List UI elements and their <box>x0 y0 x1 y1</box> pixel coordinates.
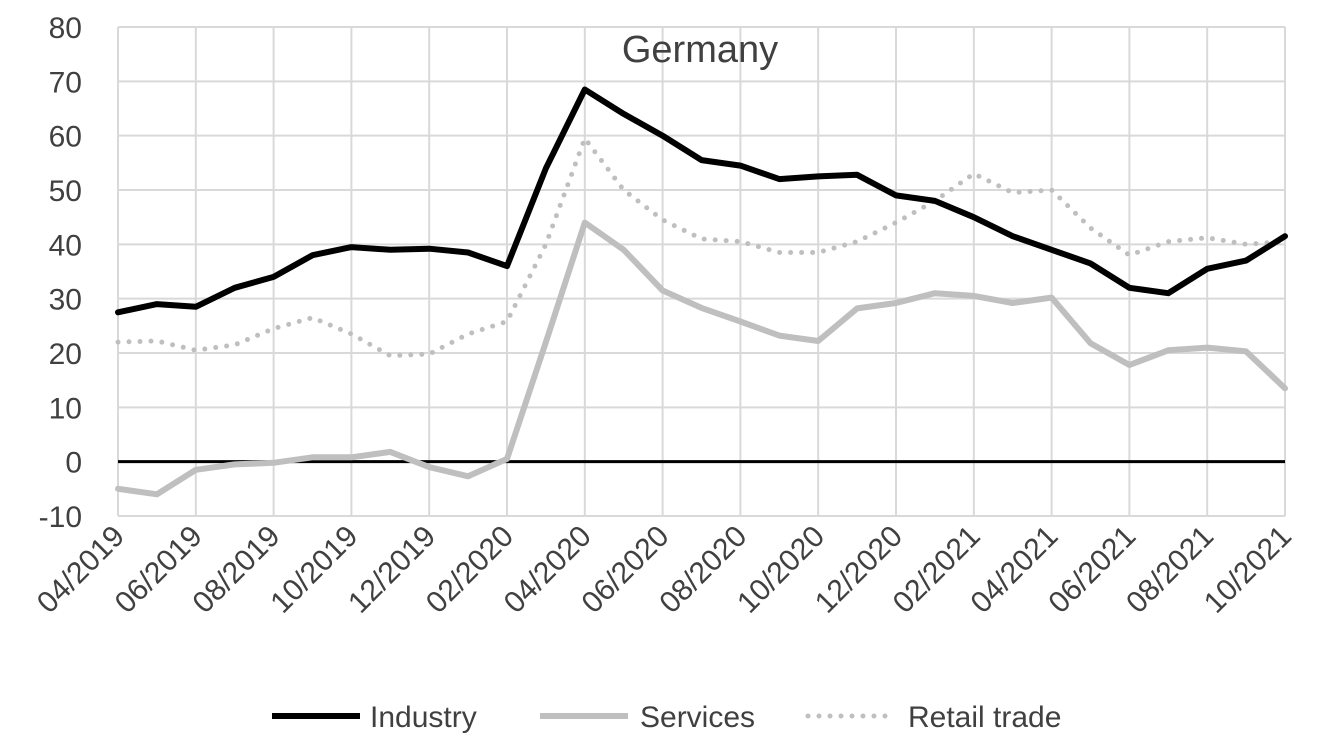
y-tick-label: 50 <box>49 175 82 208</box>
y-tick-label: 30 <box>49 284 82 317</box>
chart-title: Germany <box>622 29 778 71</box>
gridlines <box>117 26 1286 517</box>
series-line-retail-trade <box>115 135 1288 359</box>
series-line-services <box>115 219 1288 498</box>
y-tick-label: 60 <box>49 121 82 154</box>
y-tick-label: 20 <box>49 338 82 371</box>
y-tick-label: 70 <box>49 66 82 99</box>
y-tick-label: 40 <box>49 229 82 262</box>
series-lines <box>115 86 1288 498</box>
x-tick-label: 10/2021 <box>1198 520 1298 620</box>
y-tick-label: -10 <box>39 501 82 534</box>
legend-label-services: Services <box>640 701 755 734</box>
y-tick-label: 80 <box>49 12 82 45</box>
legend: Industry Services Retail trade <box>272 701 1061 734</box>
y-tick-label: 0 <box>65 447 82 480</box>
legend-label-industry: Industry <box>370 701 477 734</box>
y-tick-label: 10 <box>49 392 82 425</box>
series-line-industry <box>115 86 1288 316</box>
axes: -100102030405060708004/201906/201908/201… <box>31 12 1298 620</box>
legend-label-retail-trade: Retail trade <box>908 701 1061 734</box>
